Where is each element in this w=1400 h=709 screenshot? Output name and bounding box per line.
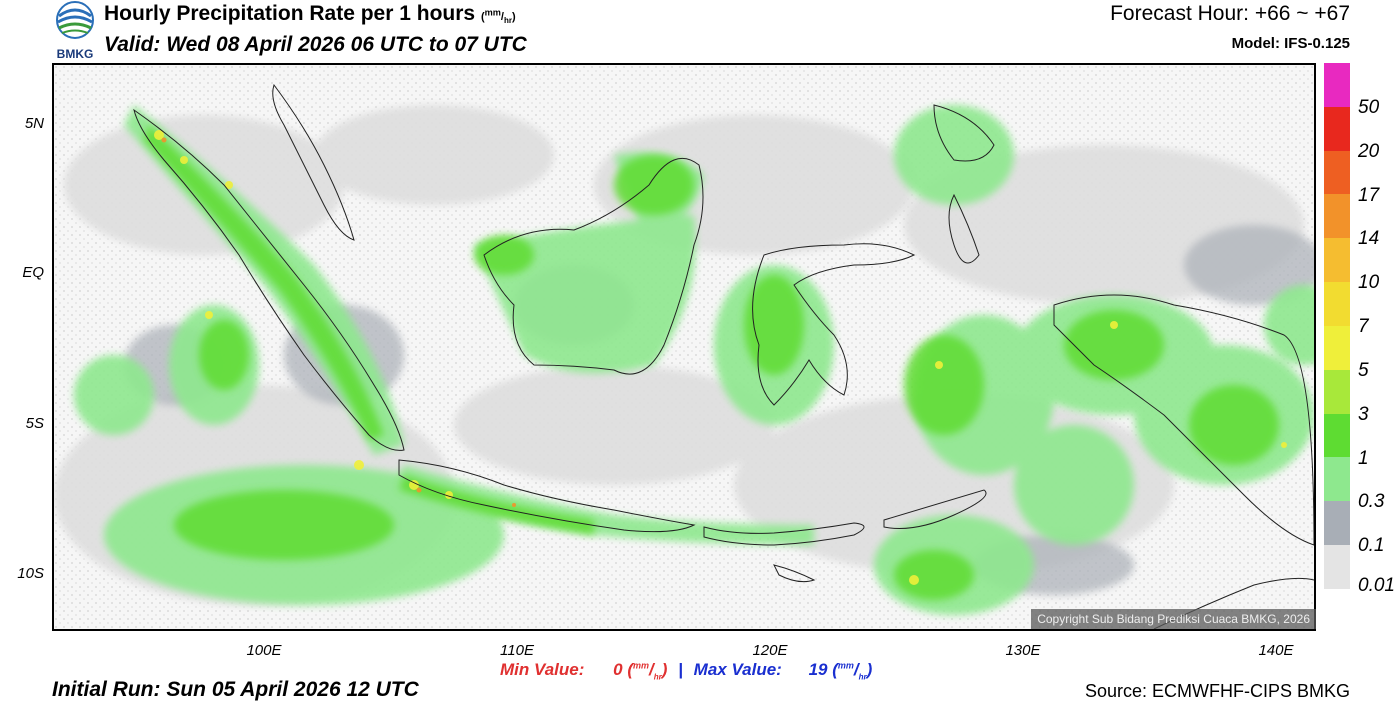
- legend-label: 17: [1358, 184, 1380, 206]
- map-title-text: Hourly Precipitation Rate per 1 hours: [104, 2, 476, 25]
- min-value: 0: [613, 660, 623, 679]
- bmkg-logo: BMKG: [50, 0, 100, 61]
- legend-swatch: [1324, 63, 1350, 107]
- legend-label: 10: [1358, 272, 1380, 294]
- lon-label-120e: 120E: [752, 642, 788, 659]
- copyright-notice: Copyright Sub Bidang Prediksi Cuaca BMKG…: [1031, 609, 1316, 629]
- legend-swatch: [1324, 457, 1350, 502]
- map-title: Hourly Precipitation Rate per 1 hours (m…: [104, 2, 516, 26]
- precipitation-map: [52, 63, 1316, 631]
- legend-colorbar: [1324, 63, 1350, 589]
- legend-label: 5: [1358, 359, 1369, 381]
- legend-swatch: [1324, 369, 1350, 414]
- lon-label-140e: 140E: [1258, 642, 1294, 659]
- valid-time: Valid: Wed 08 April 2026 06 UTC to 07 UT…: [104, 33, 527, 56]
- legend-swatch: [1324, 238, 1350, 283]
- max-unit: (mm/hr): [832, 660, 873, 682]
- legend-label: 0.01: [1358, 575, 1395, 596]
- legend-swatch: [1324, 282, 1350, 326]
- legend-label: 20: [1358, 140, 1380, 162]
- legend-label: 1: [1358, 447, 1369, 469]
- map-canvas: [54, 65, 1314, 629]
- lat-label-5s: 5S: [25, 415, 44, 432]
- lon-label-130e: 130E: [1005, 642, 1041, 659]
- min-max-values: Min Value: 0 (mm/hr) | Max Value: 19 (mm…: [500, 660, 872, 681]
- stats-separator: |: [678, 660, 683, 679]
- lon-label-110e: 110E: [500, 642, 534, 659]
- legend-swatch: [1324, 545, 1350, 589]
- legend-swatch: [1324, 325, 1350, 370]
- legend-label: 3: [1358, 403, 1369, 425]
- legend-swatch: [1324, 501, 1350, 546]
- legend-label: 14: [1358, 228, 1380, 250]
- lat-label-5n: 5N: [24, 115, 44, 132]
- model-name: Model: IFS-0.125: [1231, 35, 1350, 52]
- legend-label: 0.1: [1358, 535, 1385, 557]
- legend-swatch: [1324, 413, 1350, 458]
- min-unit: (mm/hr): [627, 660, 668, 682]
- legend-label: 7: [1358, 316, 1369, 337]
- legend-swatch: [1324, 194, 1350, 239]
- max-label: Max Value:: [693, 660, 782, 679]
- max-value: 19: [808, 660, 828, 679]
- lat-label-10s: 10S: [17, 565, 44, 582]
- min-label: Min Value:: [500, 660, 585, 679]
- legend-label: 0.3: [1358, 491, 1385, 513]
- legend-swatch: [1324, 150, 1350, 195]
- svg-text:BMKG: BMKG: [57, 47, 94, 60]
- legend-swatch: [1324, 106, 1350, 151]
- lon-label-100e: 100E: [246, 642, 282, 659]
- initial-run: Initial Run: Sun 05 April 2026 12 UTC: [52, 678, 419, 701]
- lat-label-eq: EQ: [22, 264, 44, 281]
- title-unit: (mm/hr): [480, 7, 516, 26]
- legend-label: 50: [1358, 96, 1380, 118]
- data-source: Source: ECMWFHF-CIPS BMKG: [1084, 681, 1350, 701]
- forecast-hour: Forecast Hour: +66 ~ +67: [1110, 2, 1350, 25]
